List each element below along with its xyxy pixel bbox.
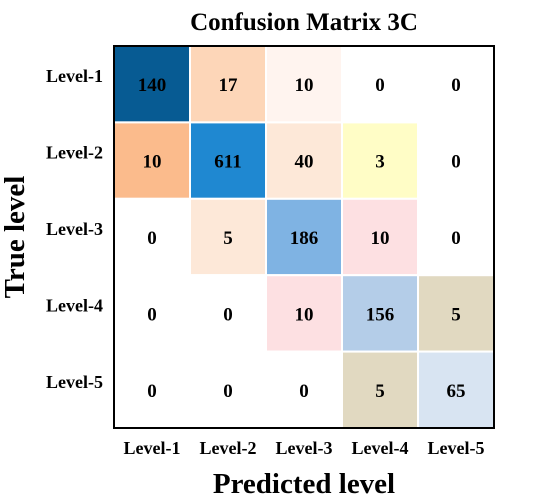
cell-value-label: 0 — [451, 228, 461, 249]
y-axis-label: True level — [0, 176, 31, 299]
x-tick-label: Level-3 — [276, 438, 333, 458]
x-tick-label: Level-4 — [352, 438, 409, 458]
cell-value-label: 5 — [223, 228, 233, 249]
cell-value-label: 156 — [366, 304, 395, 325]
cell-value-label: 3 — [375, 152, 385, 173]
heatmap-cell — [341, 197, 419, 277]
cell-value-label: 0 — [451, 152, 461, 173]
cell-value-label: 186 — [290, 228, 319, 249]
cell-value-label: 0 — [147, 381, 157, 402]
heatmap-cell — [417, 274, 495, 353]
y-tick-label: Level-5 — [46, 372, 103, 392]
cell-value-label: 0 — [147, 228, 157, 249]
heatmap-cell — [341, 274, 419, 353]
heatmap-cell — [113, 350, 191, 430]
y-tick-label: Level-2 — [46, 143, 103, 163]
plot-frame — [113, 45, 495, 429]
cell-value-label: 0 — [375, 75, 385, 96]
x-tick-label: Level-5 — [428, 438, 485, 458]
heatmap-cell — [265, 121, 343, 200]
cell-value-label: 0 — [147, 304, 157, 325]
y-tick-label: Level-3 — [46, 219, 103, 239]
heatmap-cell — [189, 45, 267, 124]
x-tick-label: Level-1 — [124, 438, 181, 458]
heatmap-cell — [417, 121, 495, 200]
heatmap-cells: 140 17 10 0 0 10 611 40 3 0 0 5 186 10 0 0 0 10 156 5 0 0 0 5 65 — [113, 45, 495, 430]
cell-value-label: 10 — [143, 152, 162, 173]
heatmap-cell — [189, 350, 267, 430]
cell-value-label: 0 — [299, 381, 309, 402]
x-tick-label: Level-2 — [200, 438, 257, 458]
cell-value-label: 5 — [451, 304, 461, 325]
y-tick-label: Level-1 — [46, 66, 103, 86]
y-tick-label: Level-4 — [46, 295, 103, 315]
cell-value-label: 5 — [375, 381, 385, 402]
cell-value-label: 140 — [138, 75, 167, 96]
cell-value-label: 10 — [295, 75, 314, 96]
cell-value-label: 0 — [451, 75, 461, 96]
cell-value-label: 0 — [223, 381, 233, 402]
cell-value-label: 65 — [447, 381, 466, 402]
heatmap-cell — [265, 274, 343, 353]
cell-value-label: 17 — [219, 75, 239, 96]
cell-value-label: 40 — [295, 152, 314, 173]
cell-value-label: 10 — [295, 304, 314, 325]
cell-value-label: 10 — [371, 228, 390, 249]
x-tick-labels: Level-1 Level-2 Level-3 Level-4 Level-5 — [124, 438, 485, 458]
heatmap-cell — [189, 197, 267, 277]
cell-value-label: 0 — [223, 304, 233, 325]
heatmap-cell — [189, 274, 267, 353]
heatmap-cell — [265, 350, 343, 430]
x-axis-label: Predicted level — [213, 468, 395, 500]
cell-value-label: 611 — [214, 152, 241, 173]
y-tick-labels: Level-1 Level-2 Level-3 Level-4 Level-5 — [46, 66, 103, 392]
chart-title: Confusion Matrix 3C — [190, 9, 418, 36]
